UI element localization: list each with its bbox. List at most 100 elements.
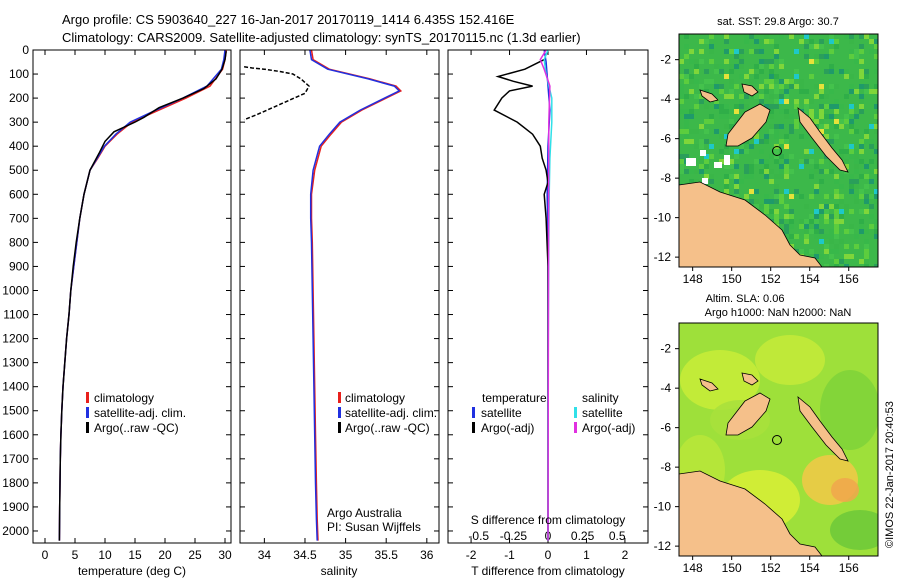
- salinity-legend-climatology: climatology: [345, 391, 405, 405]
- sst-pixel: [839, 219, 844, 224]
- sst-pixel: [699, 49, 704, 54]
- sst-pixel: [684, 119, 689, 124]
- sst-pixel: [799, 159, 804, 164]
- sst-pixel: [789, 124, 794, 129]
- sst-pixel: [869, 144, 874, 149]
- sst-pixel: [824, 249, 829, 254]
- sst-pixel: [709, 59, 714, 64]
- difference-legend-temperature: temperature satellite Argo(-adj): [472, 391, 547, 435]
- y-tick-label: 0: [22, 43, 29, 57]
- sst-pixel: [834, 104, 839, 109]
- sst-pixel: [699, 164, 704, 169]
- sst-pixel: [864, 254, 869, 259]
- sst-pixel: [779, 99, 784, 104]
- sst-missing: [686, 158, 696, 166]
- difference-xlabel2: S difference from climatology: [471, 513, 626, 527]
- sst-land-layer: [679, 83, 849, 267]
- sst-pixel: [854, 244, 859, 249]
- y-tick-label: 800: [9, 235, 29, 249]
- sst-pixel: [844, 74, 849, 79]
- sst-pixel: [814, 114, 819, 119]
- sst-pixel: [699, 99, 704, 104]
- sst-pixel: [779, 219, 784, 224]
- sst-pixel: [759, 139, 764, 144]
- legend-swatch-t-satellite: [472, 407, 475, 418]
- sst-pixel: [729, 159, 734, 164]
- sst-pixel: [719, 104, 724, 109]
- sst-pixel: [739, 104, 744, 109]
- sst-pixel: [869, 139, 874, 144]
- sst-pixel: [854, 179, 859, 184]
- sst-pixel: [844, 34, 849, 39]
- sst-pixel: [824, 264, 829, 267]
- x-tick-label: 34.5: [293, 548, 317, 562]
- sst-pixel: [844, 209, 849, 214]
- land-shape: [699, 89, 719, 103]
- figure-title-line1: Argo profile: CS 5903640_227 16-Jan-2017…: [62, 12, 515, 27]
- sst-pixel: [764, 134, 769, 139]
- sst-pixel: [819, 89, 824, 94]
- sst-pixel: [859, 209, 864, 214]
- sst-pixel: [849, 109, 854, 114]
- sst-pixel: [844, 114, 849, 119]
- sst-pixel: [754, 199, 759, 204]
- secondary-x-tick-label: -0.25: [500, 529, 528, 543]
- sst-pixel: [779, 84, 784, 89]
- sst-pixel: [689, 79, 694, 84]
- sst-pixel: [809, 74, 814, 79]
- map-y-tick-label: -10: [654, 500, 672, 514]
- sst-pixel: [784, 224, 789, 229]
- sst-pixel: [829, 169, 834, 174]
- sst-pixel: [819, 229, 824, 234]
- sst-pixel: [774, 194, 779, 199]
- y-tick-label: 700: [9, 211, 29, 225]
- map-y-tick-label: -10: [654, 211, 672, 225]
- sst-pixel: [874, 169, 878, 174]
- sst-pixel: [689, 74, 694, 79]
- map-y-tick-label: -8: [660, 460, 671, 474]
- sst-pixel: [859, 259, 864, 264]
- sst-pixel: [684, 44, 689, 49]
- sst-pixel: [774, 154, 779, 159]
- sst-pixel: [864, 129, 869, 134]
- sst-pixel: [709, 179, 714, 184]
- sst-pixel: [704, 129, 709, 134]
- sst-pixel: [859, 139, 864, 144]
- sst-pixel: [734, 154, 739, 159]
- sst-pixel: [769, 154, 774, 159]
- sst-pixel: [834, 209, 839, 214]
- secondary-x-tick-label: -0.5: [468, 529, 489, 543]
- sst-pixel: [759, 69, 764, 74]
- sst-pixel: [789, 194, 794, 199]
- sst-pixel: [789, 224, 794, 229]
- sst-pixel: [859, 159, 864, 164]
- series-line-climatology: [310, 50, 403, 541]
- sst-pixel: [704, 159, 709, 164]
- sst-pixel: [829, 254, 834, 259]
- sst-pixel: [864, 89, 869, 94]
- sst-pixel: [789, 214, 794, 219]
- sst-pixel: [749, 189, 754, 194]
- sst-pixel: [769, 179, 774, 184]
- y-tick-label: 1900: [2, 500, 29, 514]
- legend-swatch-satellite: [86, 407, 89, 418]
- sst-pixel: [764, 89, 769, 94]
- sst-pixel: [819, 114, 824, 119]
- sst-pixel: [859, 104, 864, 109]
- legend-heading-temperature: temperature: [482, 391, 547, 405]
- legend-heading-salinity: salinity: [582, 391, 619, 405]
- legend-swatch-t-argo: [472, 422, 475, 433]
- sst-pixel: [749, 49, 754, 54]
- sst-missing: [714, 162, 722, 168]
- sst-pixel: [839, 174, 844, 179]
- sst-pixel: [784, 204, 789, 209]
- difference-xlabel: T difference from climatology: [471, 564, 625, 578]
- sst-pixel: [849, 39, 854, 44]
- sst-pixel: [864, 139, 869, 144]
- sst-pixel: [874, 234, 878, 239]
- sst-pixel: [834, 99, 839, 104]
- salinity-panel: 34 34.5 35 35.5 36 salinity climatology sate…: [239, 49, 440, 578]
- sst-pixel: [789, 209, 794, 214]
- sst-pixel: [774, 74, 779, 79]
